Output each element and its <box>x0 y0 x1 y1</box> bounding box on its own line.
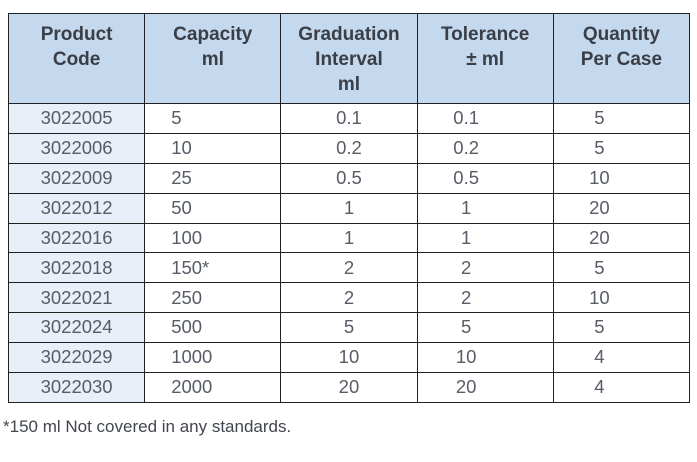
cell-capacity: 50 <box>144 192 282 224</box>
cell-capacity: 10 <box>144 132 282 164</box>
cell-product_code: 3022018 <box>7 252 146 284</box>
cell-graduation: 2 <box>280 282 418 314</box>
header-row: Product Code Capacity ml Graduation Inte… <box>7 13 691 104</box>
cell-product_code: 3022005 <box>7 103 146 134</box>
cell-capacity: 1000 <box>144 342 282 374</box>
col-header-capacity: Capacity ml <box>144 13 282 104</box>
cell-tolerance: 0.1 <box>416 103 554 134</box>
cell-quantity: 10 <box>552 282 691 314</box>
cell-capacity: 500 <box>144 312 282 344</box>
cell-product_code: 3022024 <box>7 312 146 344</box>
cell-product_code: 3022012 <box>7 192 146 224</box>
table-header: Product Code Capacity ml Graduation Inte… <box>7 13 691 104</box>
table-row: 3022018 150* 2 2 5 <box>7 252 691 284</box>
table-row: 3022024 500 5 5 5 <box>7 312 691 344</box>
cell-product_code: 3022009 <box>7 162 146 194</box>
cell-product_code: 3022016 <box>7 222 146 254</box>
table-row: 3022009 25 0.5 0.5 10 <box>7 162 691 194</box>
table-body: 3022005 5 0.1 0.1 5 3022006 10 0.2 0.2 5 3022009 25… <box>7 103 691 403</box>
cell-graduation: 0.5 <box>280 162 418 194</box>
cell-graduation: 1 <box>280 192 418 224</box>
cell-graduation: 10 <box>280 342 418 374</box>
cell-capacity: 100 <box>144 222 282 254</box>
cell-quantity: 5 <box>552 132 691 164</box>
cell-tolerance: 0.2 <box>416 132 554 164</box>
cell-capacity: 5 <box>144 103 282 134</box>
cell-graduation: 0.1 <box>280 103 418 134</box>
cell-quantity: 20 <box>552 222 691 254</box>
cell-tolerance: 20 <box>416 372 554 403</box>
cell-capacity: 25 <box>144 162 282 194</box>
cell-tolerance: 5 <box>416 312 554 344</box>
cell-quantity: 10 <box>552 162 691 194</box>
cell-graduation: 0.2 <box>280 132 418 164</box>
cell-tolerance: 2 <box>416 282 554 314</box>
cell-product_code: 3022029 <box>7 342 146 374</box>
col-header-product-code: Product Code <box>7 13 146 104</box>
cell-graduation: 1 <box>280 222 418 254</box>
footnote: *150 ml Not covered in any standards. <box>3 417 292 436</box>
cell-quantity: 5 <box>552 312 691 344</box>
table-row: 3022005 5 0.1 0.1 5 <box>7 103 691 134</box>
table-row: 3022006 10 0.2 0.2 5 <box>7 132 691 164</box>
cell-capacity: 150* <box>144 252 282 284</box>
cell-quantity: 20 <box>552 192 691 224</box>
cell-product_code: 3022030 <box>7 372 146 403</box>
table-row: 3022029 1000 10 10 4 <box>7 342 691 374</box>
cell-quantity: 4 <box>552 372 691 403</box>
table-row: 3022012 50 1 1 20 <box>7 192 691 224</box>
cell-graduation: 20 <box>280 372 418 403</box>
cell-tolerance: 10 <box>416 342 554 374</box>
table-row: 3022021 250 2 2 10 <box>7 282 691 314</box>
col-header-tolerance: Tolerance ± ml <box>416 13 554 104</box>
cell-tolerance: 1 <box>416 192 554 224</box>
product-spec-table: Product Code Capacity ml Graduation Inte… <box>7 13 691 403</box>
cell-graduation: 2 <box>280 252 418 284</box>
cell-graduation: 5 <box>280 312 418 344</box>
col-header-graduation-interval: Graduation Interval ml <box>280 13 418 104</box>
cell-capacity: 250 <box>144 282 282 314</box>
cell-tolerance: 2 <box>416 252 554 284</box>
cell-quantity: 4 <box>552 342 691 374</box>
cell-product_code: 3022006 <box>7 132 146 164</box>
cell-tolerance: 0.5 <box>416 162 554 194</box>
table-row: 3022030 2000 20 20 4 <box>7 372 691 403</box>
table-row: 3022016 100 1 1 20 <box>7 222 691 254</box>
col-header-quantity-per-case: Quantity Per Case <box>552 13 691 104</box>
cell-tolerance: 1 <box>416 222 554 254</box>
cell-capacity: 2000 <box>144 372 282 403</box>
cell-product_code: 3022021 <box>7 282 146 314</box>
cell-quantity: 5 <box>552 252 691 284</box>
cell-quantity: 5 <box>552 103 691 134</box>
